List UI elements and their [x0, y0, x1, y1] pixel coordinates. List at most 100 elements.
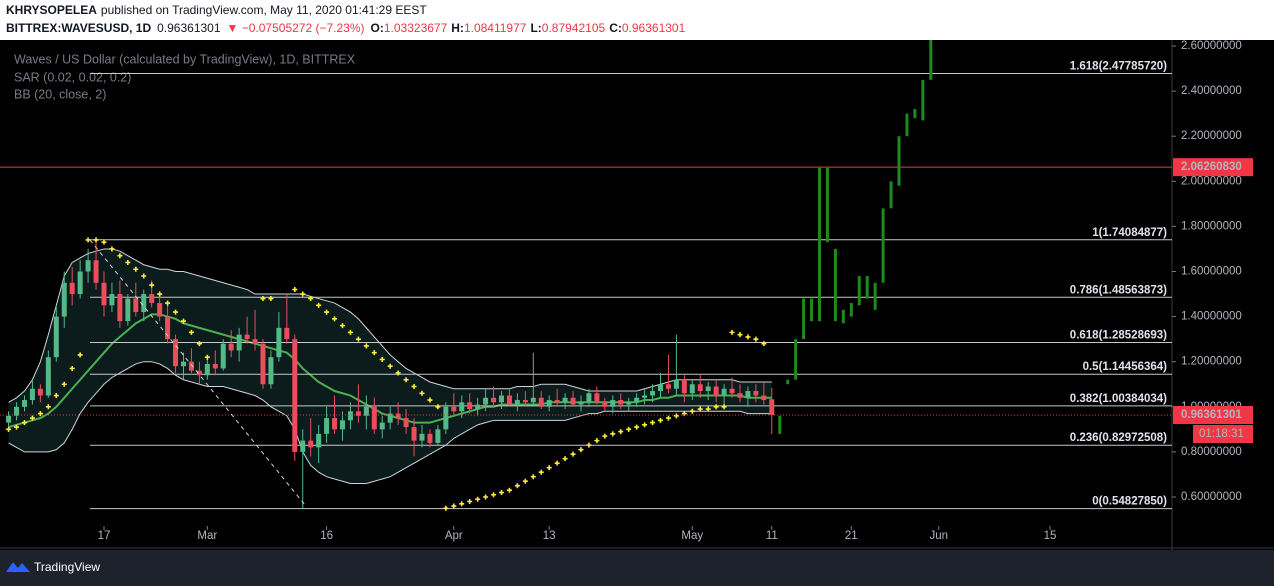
fib-label: 1.618(2.47785720) — [1070, 61, 1167, 73]
candle-body — [292, 339, 298, 452]
sar-point — [665, 415, 671, 421]
sar-point — [634, 424, 640, 430]
sar-point — [387, 363, 393, 369]
symbol: BITTREX:WAVESUSD, 1D — [6, 21, 151, 35]
y-tick-label: 2.20000000 — [1181, 130, 1242, 142]
sar-point — [578, 447, 584, 453]
alert-label: 2.06260830 — [1181, 161, 1242, 173]
change: ▼ −0.07505272 (−7.23%) — [227, 21, 365, 35]
sar-point — [753, 336, 759, 342]
sar-point — [673, 413, 679, 419]
sar-point — [53, 393, 59, 399]
pattern-bar — [817, 167, 821, 322]
candle-body — [530, 397, 536, 403]
candle-body — [93, 260, 99, 283]
candle-body — [300, 440, 306, 452]
pattern-bar — [825, 167, 829, 243]
sar-point — [45, 404, 51, 410]
candle-body — [681, 379, 687, 394]
pattern-bar — [865, 276, 869, 299]
candle-body — [411, 427, 417, 441]
pattern-bar — [929, 40, 933, 80]
fib-label: 0.236(0.82972508) — [1070, 432, 1167, 444]
candle-body — [514, 400, 520, 405]
x-tick-label: Jun — [929, 530, 948, 542]
y-tick-label: 1.60000000 — [1181, 266, 1242, 278]
ohlc-label: L: — [530, 21, 541, 35]
countdown-bg — [1193, 425, 1253, 444]
candle-body — [721, 388, 727, 396]
sar-point — [37, 411, 43, 417]
candle-body — [443, 406, 449, 430]
pattern-bar — [841, 309, 845, 324]
pattern-bar — [857, 276, 861, 306]
sar-point — [530, 474, 536, 480]
sar-point — [332, 316, 338, 322]
sar-point — [403, 377, 409, 383]
sar-point — [141, 273, 147, 279]
candle-body — [626, 402, 632, 405]
sar-point — [379, 356, 385, 362]
pattern-bar — [786, 379, 790, 385]
sar-point — [697, 406, 703, 412]
candle-body — [347, 411, 353, 421]
candle-body — [713, 386, 719, 396]
sar-point — [610, 431, 616, 437]
candle-body — [761, 395, 767, 401]
sar-point — [347, 329, 353, 335]
candle-body — [634, 397, 640, 403]
sar-point — [300, 291, 306, 297]
candle-body — [363, 406, 369, 416]
candle-body — [451, 406, 457, 412]
candle-body — [602, 402, 608, 407]
sar-point — [713, 404, 719, 410]
sar-point — [657, 417, 663, 423]
header-bg — [0, 0, 1274, 40]
ohlc-value: 0.96361301 — [622, 21, 686, 35]
sar-point — [316, 302, 322, 308]
symbol-line: BITTREX:WAVESUSD, 1D 0.96361301 ▼ −0.07505… — [6, 21, 686, 35]
sar-point — [459, 501, 465, 507]
ohlc-label: C: — [609, 21, 622, 35]
sar-point — [538, 469, 544, 475]
sar-point — [61, 381, 67, 387]
published: published on TradingView.com, May 11, 20… — [101, 3, 427, 17]
pattern-bar — [905, 113, 909, 137]
candle-body — [642, 395, 648, 398]
candle-body — [650, 391, 656, 396]
x-tick-label: Apr — [445, 530, 463, 542]
sar-point — [292, 287, 298, 293]
pattern-bar — [873, 282, 877, 310]
candle-body — [705, 386, 711, 392]
fib-label: 0.382(1.00384034) — [1070, 393, 1167, 405]
candle-body — [109, 294, 115, 306]
candle-body — [53, 316, 59, 358]
fib-label: 1(1.74084877) — [1092, 227, 1167, 239]
sar-point — [419, 390, 425, 396]
sar-point — [626, 426, 632, 432]
legend-text: SAR (0.02, 0.02, 0.2) — [14, 70, 131, 84]
candle-body — [133, 298, 139, 313]
ohlc-value: 1.08411977 — [464, 21, 527, 35]
y-tick-label: 1.40000000 — [1181, 311, 1242, 323]
candle-body — [618, 400, 624, 405]
candle-body — [427, 433, 433, 443]
sar-point — [77, 352, 83, 358]
y-tick-label: 0.60000000 — [1181, 491, 1242, 503]
sar-point — [260, 296, 266, 302]
candle-body — [467, 402, 473, 410]
candle-body — [101, 282, 107, 306]
candle-body — [212, 363, 218, 369]
candle-body — [697, 384, 703, 392]
x-tick-label: 16 — [320, 530, 333, 542]
ohlc-label: H: — [451, 21, 464, 35]
candle-body — [435, 429, 441, 443]
candle-body — [745, 391, 751, 398]
sar-point — [117, 253, 123, 259]
candle-body — [459, 402, 465, 412]
candle-body — [165, 316, 171, 340]
candle-body — [586, 393, 592, 403]
sar-point — [14, 424, 20, 430]
last-price-bg — [1173, 406, 1253, 425]
sar-point — [85, 237, 91, 243]
